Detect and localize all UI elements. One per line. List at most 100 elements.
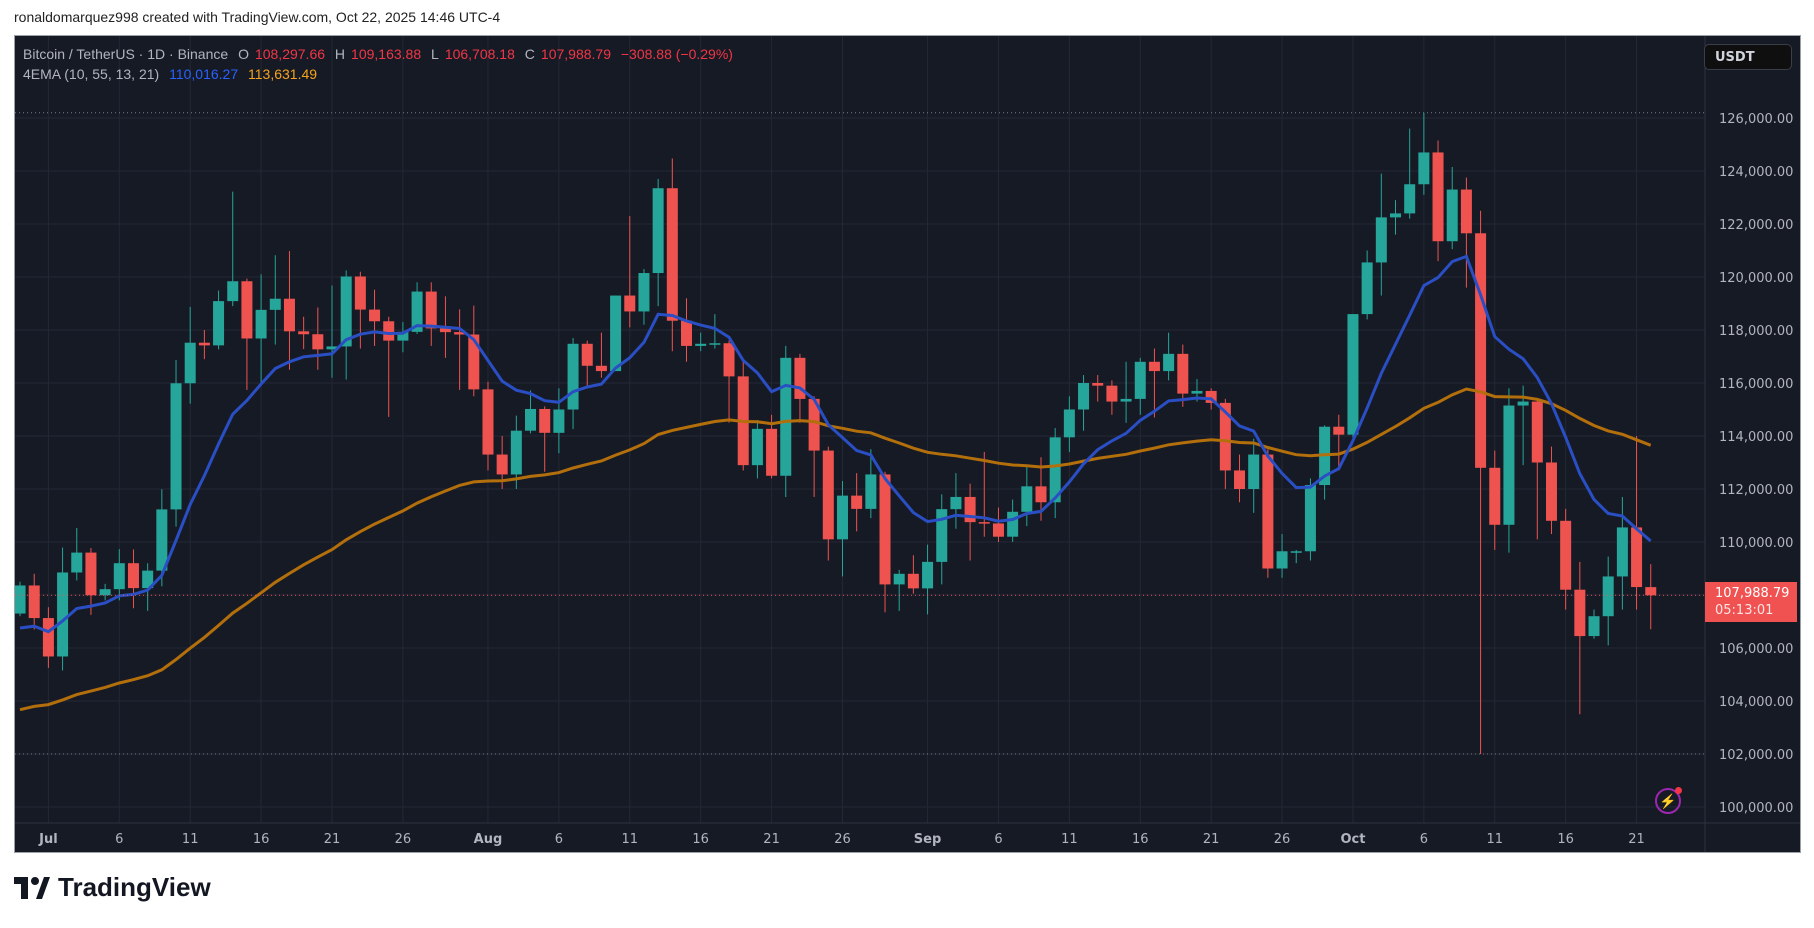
candle-down — [681, 320, 692, 346]
candle-down — [298, 331, 310, 335]
candle-up — [567, 343, 579, 410]
candle-up — [142, 570, 154, 589]
price-tick-label: 100,000.00 — [1719, 801, 1793, 816]
candle-down — [1545, 462, 1557, 521]
candle-up — [695, 343, 707, 346]
low-value: 106,708.18 — [444, 46, 515, 62]
candle-up — [1588, 616, 1600, 637]
ema-fast-value: 110,016.27 — [169, 66, 239, 82]
ohlc-row: Bitcoin / TetherUS · 1D · Binance O 108,2… — [23, 44, 739, 64]
candle-up — [156, 509, 168, 571]
candle-up — [411, 291, 423, 332]
candle-down — [978, 522, 990, 524]
time-tick-label: 21 — [1203, 832, 1220, 847]
open-label: O — [238, 46, 249, 62]
candle-down — [964, 496, 976, 523]
candle-down — [482, 389, 494, 455]
candle-down — [624, 295, 636, 312]
candle-up — [227, 281, 239, 302]
ema-fast-line — [19, 254, 1652, 634]
candle-up — [836, 495, 848, 540]
time-tick-label: 11 — [182, 832, 199, 847]
candle-up — [1390, 213, 1401, 218]
candle-down — [822, 450, 834, 540]
candle-down — [1106, 385, 1118, 402]
candle-up — [510, 430, 522, 475]
candle-up — [1616, 527, 1628, 577]
candle-down — [1489, 467, 1501, 525]
price-chart[interactable]: Bitcoin / TetherUS · 1D · Binance O 108,2… — [14, 35, 1801, 853]
candle-down — [907, 573, 919, 589]
time-tick-label: 16 — [253, 832, 270, 847]
candle-up — [1446, 189, 1458, 242]
price-tick-label: 106,000.00 — [1719, 642, 1793, 657]
currency-button[interactable]: USDT — [1704, 44, 1792, 70]
candle-down — [1092, 383, 1104, 386]
candle-up — [1517, 401, 1529, 406]
price-tick-label: 116,000.00 — [1719, 377, 1793, 392]
candle-down — [383, 321, 395, 341]
time-tick-label: 16 — [692, 832, 709, 847]
candle-down — [794, 357, 806, 399]
candle-up — [57, 572, 69, 657]
time-tick-label: 26 — [1274, 832, 1291, 847]
indicator-title[interactable]: 4EMA (10, 55, 13, 21) — [23, 66, 160, 82]
price-tick-label: 112,000.00 — [1719, 483, 1793, 498]
close-value: 107,988.79 — [540, 46, 611, 62]
chart-credit: ronaldomarquez998 created with TradingVi… — [14, 9, 501, 25]
candle-up — [340, 276, 352, 347]
candle-up — [213, 301, 225, 346]
candle-down — [28, 585, 40, 619]
candle-up — [184, 342, 196, 384]
price-tick-label: 118,000.00 — [1719, 324, 1793, 339]
last-price-label: 107,988.79 05:13:01 — [1705, 582, 1797, 623]
candle-up — [170, 383, 182, 510]
candle-down — [1460, 189, 1472, 234]
candle-down — [539, 408, 551, 433]
candle-up — [1248, 454, 1260, 489]
candle-down — [439, 328, 451, 333]
candle-up — [1191, 390, 1203, 394]
symbol-title[interactable]: Bitcoin / TetherUS · 1D · Binance — [23, 46, 229, 62]
low-label: L — [431, 46, 439, 62]
candle-down — [354, 276, 366, 310]
candle-down — [85, 552, 97, 596]
time-tick-label: 21 — [1628, 832, 1645, 847]
candle-up — [893, 573, 905, 585]
open-value: 108,297.66 — [254, 46, 326, 62]
candle-up — [1375, 217, 1387, 263]
candle-up — [553, 409, 565, 433]
candle-down — [1560, 520, 1572, 590]
candle-up — [1276, 551, 1288, 569]
time-tick-label: 26 — [834, 832, 851, 847]
candle-down — [1574, 589, 1586, 637]
candle-down — [127, 563, 139, 589]
candle-up — [1602, 576, 1614, 617]
time-tick-label: Oct — [1340, 832, 1365, 847]
candle-up — [1304, 485, 1316, 552]
candle-up — [1418, 152, 1430, 185]
candle-up — [1163, 353, 1175, 372]
lightning-icon[interactable]: ⚡ — [1655, 787, 1682, 814]
candle-down — [369, 309, 381, 322]
candle-up — [1021, 486, 1033, 512]
price-tick-label: 120,000.00 — [1719, 271, 1793, 286]
candle-down — [425, 291, 437, 329]
tradingview-logo-icon — [14, 876, 50, 899]
candle-up — [1049, 437, 1061, 503]
candle-down — [1205, 390, 1217, 403]
candle-up — [751, 428, 763, 466]
candle-down — [1475, 233, 1487, 468]
candle-down — [1262, 454, 1274, 569]
candle-down — [723, 343, 735, 377]
candle-up — [936, 509, 948, 562]
tradingview-logo[interactable]: TradingView — [14, 872, 211, 903]
candle-up — [15, 585, 26, 614]
candle-up — [610, 295, 622, 372]
time-tick-label: 11 — [622, 832, 639, 847]
close-label: C — [524, 46, 535, 62]
chart-canvas[interactable]: 126,000.00 124,000.00 122,000.00 120,000.00… — [15, 36, 1801, 853]
time-tick-label: 6 — [1420, 832, 1428, 847]
candle-up — [865, 474, 877, 509]
candle-down — [1035, 486, 1047, 503]
